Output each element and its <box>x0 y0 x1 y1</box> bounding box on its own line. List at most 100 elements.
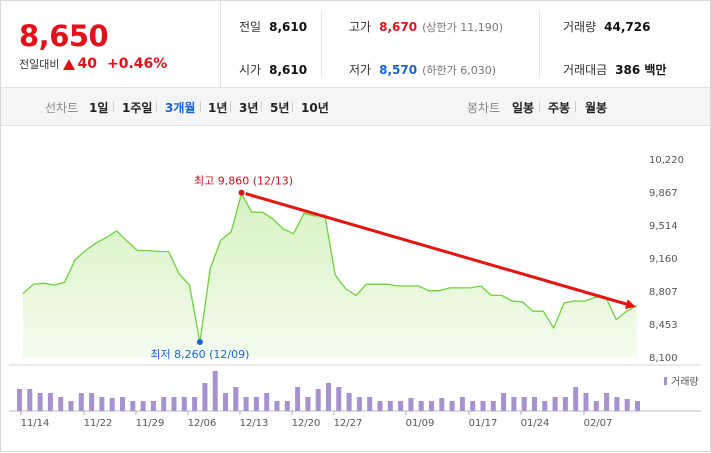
volume-label: 거래량 <box>563 20 597 34</box>
volume-bar <box>130 401 136 411</box>
volume-bar <box>511 397 517 411</box>
volume-bar <box>58 397 64 411</box>
low-price: 저가 8,570 (하한가 6,030) <box>349 61 496 78</box>
volume-bar <box>542 401 548 411</box>
y-tick-label: 8,100 <box>649 353 678 364</box>
upper-limit: (상한가 11,190) <box>422 20 503 34</box>
line-chart-label: 선차트 <box>45 101 79 115</box>
volume-bar <box>326 383 331 411</box>
volume-bar <box>532 397 537 411</box>
volume-bar <box>408 398 414 411</box>
volume-bar <box>192 397 198 411</box>
high-price: 고가 8,670 (상한가 11,190) <box>349 18 503 35</box>
volume-bar <box>470 401 476 411</box>
price-area <box>23 193 637 357</box>
volume-bar <box>315 389 321 411</box>
volume-bar <box>161 397 167 411</box>
trend-arrow <box>245 192 636 309</box>
volume-bar <box>150 401 156 411</box>
prev-close-value: 8,610 <box>269 19 308 34</box>
x-tick-label: 02/07 <box>584 418 613 429</box>
volume-bar <box>573 387 579 411</box>
candle-monthly[interactable]: 월봉 <box>585 101 608 115</box>
volume-bar <box>583 393 589 411</box>
volume-bar <box>120 397 125 411</box>
current-price-panel: 8,650 전일대비 40 +0.46% <box>1 1 221 87</box>
volume-bar <box>253 397 259 411</box>
volume-bar <box>99 397 105 411</box>
open-label: 시가 <box>239 63 262 77</box>
volume-bar <box>171 397 177 411</box>
volume-bar <box>490 401 496 411</box>
x-tick-label: 12/13 <box>240 418 269 429</box>
x-tick-label: 11/29 <box>136 418 165 429</box>
trade-amount-label: 거래대금 <box>563 63 608 77</box>
volume-bar <box>202 383 208 411</box>
volume-bar <box>78 393 84 411</box>
volume-bar <box>295 387 301 411</box>
high-marker <box>238 189 245 196</box>
volume-bar <box>181 397 187 411</box>
price-stats: 전일 8,610 시가 8,610 고가 8,670 (상한가 11,190) … <box>221 1 710 87</box>
open-value: 8,610 <box>269 62 308 77</box>
y-tick-label: 8,807 <box>649 287 678 298</box>
volume-bar <box>264 393 270 411</box>
volume-bar <box>377 401 383 411</box>
candle-weekly[interactable]: 주봉 <box>548 101 571 115</box>
high-annotation: 최고 9,860 (12/13) <box>194 175 293 188</box>
period-3y[interactable]: 3년 <box>239 101 259 115</box>
volume-bar <box>552 397 558 411</box>
volume-bar <box>37 393 43 411</box>
high-value: 8,670 <box>379 19 418 34</box>
volume-bar <box>68 401 74 411</box>
change-amount: 40 <box>77 56 97 72</box>
volume-bar <box>346 393 352 411</box>
volume-bar <box>429 401 434 411</box>
change-percent: +0.46% <box>106 56 168 72</box>
volume-bar <box>387 401 393 411</box>
volume-bar <box>17 389 22 411</box>
prev-close: 전일 8,610 <box>239 18 307 35</box>
volume-bar <box>47 393 53 411</box>
volume-legend: 거래량 <box>671 376 699 388</box>
volume-bar <box>284 401 290 411</box>
low-label: 저가 <box>349 63 372 77</box>
volume-bar <box>604 393 610 411</box>
volume-bar <box>521 397 527 411</box>
volume-bar <box>562 397 568 411</box>
x-tick-label: 01/17 <box>469 418 498 429</box>
open-price: 시가 8,610 <box>239 61 307 78</box>
period-3m[interactable]: 3개월 <box>165 101 196 115</box>
period-5y[interactable]: 5년 <box>270 101 290 115</box>
period-1y[interactable]: 1년 <box>208 101 228 115</box>
volume-bar <box>367 397 373 411</box>
period-1w[interactable]: 1주일 <box>122 101 153 115</box>
low-annotation: 최저 8,260 (12/09) <box>150 348 249 361</box>
volume-bar <box>223 393 228 411</box>
volume-bar <box>480 401 486 411</box>
x-axis: 11/14 11/22 11/29 12/06 12/13 12/20 12/27 01/09… <box>20 411 613 429</box>
x-tick-label: 11/14 <box>21 418 50 429</box>
volume-value: 44,726 <box>604 19 651 34</box>
x-tick-label: 11/22 <box>84 418 113 429</box>
candle-chart-label: 봉차트 <box>467 101 501 115</box>
volume-bar <box>398 401 404 411</box>
period-1d[interactable]: 1일 <box>89 101 109 115</box>
volume-bar <box>274 401 280 411</box>
y-tick-label: 9,514 <box>649 221 678 232</box>
volume-bar <box>356 397 362 411</box>
period-10y[interactable]: 10년 <box>301 101 329 115</box>
volume-bar <box>212 371 218 411</box>
x-tick-label: 12/20 <box>292 418 321 429</box>
volume-bar <box>593 401 599 411</box>
volume-bar <box>89 393 95 411</box>
volume-bar <box>624 399 630 411</box>
y-tick-label: 9,160 <box>649 254 678 265</box>
low-value: 8,570 <box>379 62 418 77</box>
volume-bar <box>336 387 342 411</box>
current-price: 8,650 <box>19 19 109 53</box>
volume-bar <box>27 389 33 411</box>
candle-daily[interactable]: 일봉 <box>512 101 535 115</box>
high-label: 고가 <box>349 20 372 34</box>
